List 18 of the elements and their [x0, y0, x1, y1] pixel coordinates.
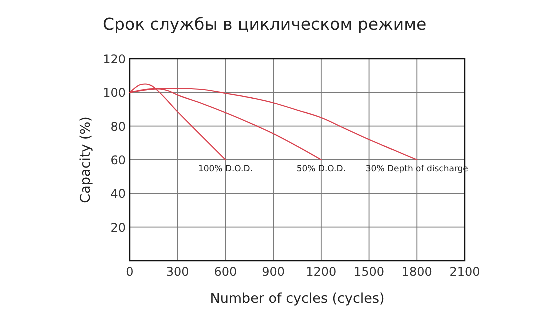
x-axis-title: Number of cycles (cycles): [210, 291, 385, 307]
x-tick-label: 1500: [354, 265, 385, 279]
y-axis-title: Capacity (%): [78, 116, 94, 204]
y-tick-label: 60: [110, 154, 126, 168]
y-tick-label: 20: [110, 220, 126, 235]
x-tick-label: 1200: [306, 265, 337, 279]
x-tick-label: 0: [126, 265, 134, 279]
y-tick-label: 40: [110, 187, 126, 202]
x-tick-label: 600: [214, 265, 238, 279]
x-tick-label: 900: [262, 265, 286, 279]
x-tick-label: 300: [166, 265, 190, 279]
y-tick-label: 120: [103, 52, 126, 66]
series-label: 100% D.O.D.: [198, 164, 253, 174]
x-tick-label: 2100: [450, 265, 480, 279]
y-tick-label: 100: [103, 86, 126, 100]
chart-title: Срок службы в циклическом режиме: [103, 15, 427, 34]
y-tick-label: 80: [110, 120, 126, 134]
x-tick-label: 1800: [402, 265, 432, 279]
